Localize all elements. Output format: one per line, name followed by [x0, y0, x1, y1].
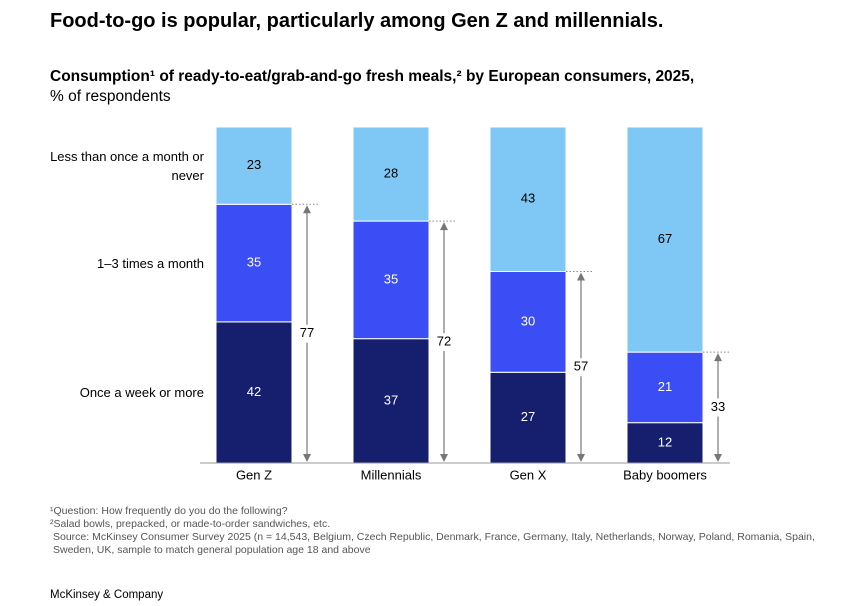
subtitle: Consumption¹ of ready-to-eat/grab-and-go… [50, 68, 695, 85]
value-label: 67 [658, 231, 672, 246]
bar-segment [215, 321, 293, 464]
total-label-bg [296, 324, 318, 343]
footnote: ¹Question: How frequently do you do the … [50, 505, 288, 517]
bar-segment [352, 220, 430, 340]
bar-segment [489, 126, 567, 272]
bar-segment [626, 422, 704, 464]
footnote: ²Salad bowls, prepacked, or made-to-orde… [50, 518, 331, 530]
arrow-head [303, 454, 311, 462]
total-label: 57 [574, 359, 588, 374]
unit-label: % of respondents [50, 88, 171, 105]
series-label: Less than once a month or never [50, 148, 204, 183]
value-label: 23 [247, 157, 261, 172]
arrow-head [440, 222, 448, 231]
value-label: 21 [658, 379, 672, 394]
x-tick-label: Gen X [510, 467, 547, 482]
bar-segment [215, 203, 293, 323]
total-label-bg [570, 358, 592, 377]
arrow-head [577, 272, 585, 281]
arrow-head [577, 454, 585, 462]
arrow-head [714, 353, 722, 362]
title: Food-to-go is popular, particularly amon… [50, 10, 664, 32]
total-label-bg [433, 333, 455, 352]
value-label: 35 [384, 271, 398, 286]
chart: 42 35 23 Gen Z 77 37 35 28 Millennials 72 27 30 43 Ge… [200, 126, 730, 482]
value-label: 12 [658, 434, 672, 449]
value-label: 42 [247, 384, 261, 399]
x-tick-label: Millennials [361, 467, 422, 482]
total-label-bg [707, 398, 729, 417]
series-label: Once a week or more [79, 384, 204, 400]
bar-segment [626, 351, 704, 424]
value-label: 35 [247, 255, 261, 270]
bar-segment [215, 126, 293, 205]
total-label: 77 [300, 325, 314, 340]
arrow-head [440, 454, 448, 462]
total-label: 72 [437, 333, 451, 348]
arrow-head [303, 205, 311, 214]
bar-segment [352, 126, 430, 222]
value-label: 30 [521, 313, 535, 328]
x-tick-label: Gen Z [236, 467, 272, 482]
total-label: 33 [711, 399, 725, 414]
bar-segment [489, 270, 567, 373]
bar-segment [489, 371, 567, 464]
bar-segment [352, 338, 430, 464]
value-label: 37 [384, 392, 398, 407]
x-tick-label: Baby boomers [623, 467, 707, 482]
value-label: 27 [521, 409, 535, 424]
series-label: 1–3 times a month [97, 255, 204, 271]
value-label: 28 [384, 165, 398, 180]
brand: McKinsey & Company [50, 589, 164, 601]
bar-segment [626, 126, 704, 353]
source: Source: McKinsey Consumer Survey 2025 (n… [53, 531, 815, 556]
value-label: 43 [521, 191, 535, 206]
arrow-head [714, 454, 722, 462]
